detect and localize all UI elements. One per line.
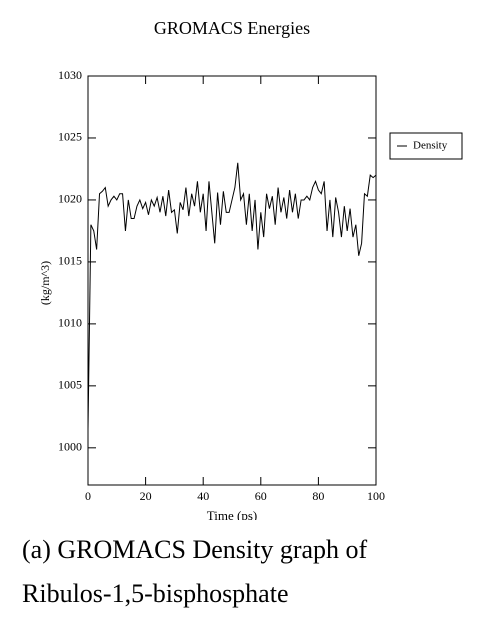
- x-axis-label: Time (ps): [207, 508, 257, 520]
- chart-title: GROMACS Energies: [154, 18, 310, 38]
- x-tick-label: 60: [255, 489, 267, 503]
- y-tick-label: 1025: [58, 130, 82, 144]
- x-tick-label: 100: [367, 489, 385, 503]
- plot-frame: [87, 75, 377, 486]
- legend-label: Density: [413, 140, 448, 152]
- y-tick-label: 1005: [58, 378, 82, 392]
- y-tick-label: 1030: [58, 68, 82, 82]
- x-tick-label: 0: [85, 489, 91, 503]
- x-tick-label: 40: [197, 489, 209, 503]
- y-tick-label: 1010: [58, 316, 82, 330]
- y-tick-label: 1020: [58, 192, 82, 206]
- y-axis-label: (kg/m^3): [38, 261, 52, 305]
- x-tick-label: 80: [312, 489, 324, 503]
- caption: (a) GROMACS Density graph of Ribulos-1,5…: [22, 535, 368, 608]
- y-tick-label: 1015: [58, 254, 82, 268]
- x-tick-label: 20: [140, 489, 152, 503]
- y-tick-label: 1000: [58, 440, 82, 454]
- data-line: [87, 162, 377, 430]
- chart: GROMACS Energies Time (ps) (kg/m^3) 1000…: [38, 18, 463, 520]
